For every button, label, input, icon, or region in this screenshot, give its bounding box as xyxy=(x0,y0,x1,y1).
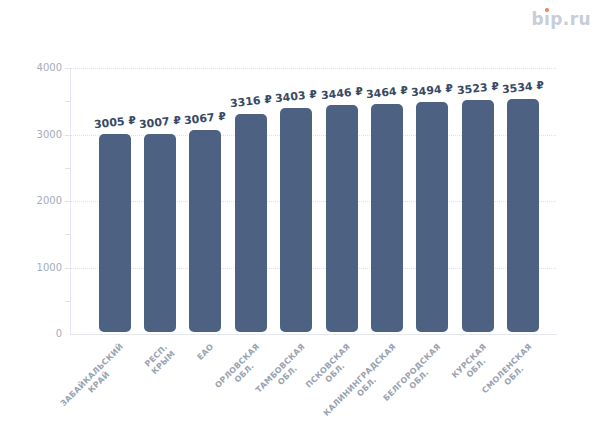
bip-ru-logo[interactable]: bıp.ru xyxy=(531,9,591,29)
plot-area: 3005 ₽3007 ₽3067 ₽3316 ₽3403 ₽3446 ₽3464… xyxy=(70,68,556,334)
bar-9[interactable] xyxy=(507,99,539,332)
y-axis-label-2000: 2000 xyxy=(18,195,62,206)
bar-3[interactable] xyxy=(235,114,267,333)
x-axis-label-0: ЗАБАЙКАЛЬСКИЙ КРАЙ xyxy=(59,342,134,417)
x-axis-label-1: РЕСП. КРЫМ xyxy=(143,342,179,378)
y-tick-2000 xyxy=(65,201,70,202)
y-tick-1500 xyxy=(65,234,70,235)
x-axis-label-2: ЕАО xyxy=(196,342,217,363)
y-tick-3500 xyxy=(65,101,70,102)
y-axis-label-3000: 3000 xyxy=(18,129,62,140)
y-axis-label-1000: 1000 xyxy=(18,262,62,273)
logo-i-dot xyxy=(545,8,549,12)
y-tick-2500 xyxy=(65,168,70,169)
logo-i-letter: ı xyxy=(544,9,550,29)
bar-2[interactable] xyxy=(189,130,221,332)
y-axis-label-4000: 4000 xyxy=(18,62,62,73)
bar-7[interactable] xyxy=(416,102,448,332)
bar-5[interactable] xyxy=(326,105,358,332)
x-axis-line xyxy=(70,334,557,335)
page: bıp.ru 3005 ₽3007 ₽3067 ₽3316 ₽3403 ₽344… xyxy=(0,0,600,427)
gridline-4000 xyxy=(70,68,556,69)
bar-6[interactable] xyxy=(371,104,403,332)
y-tick-4000 xyxy=(65,68,70,69)
bar-1[interactable] xyxy=(144,134,176,332)
y-tick-3000 xyxy=(65,135,70,136)
y-tick-1000 xyxy=(65,268,70,269)
bar-0[interactable] xyxy=(99,134,131,332)
bar-8[interactable] xyxy=(462,100,494,332)
bar-value-label-2: 3067 ₽ xyxy=(170,108,241,128)
y-axis-label-0: 0 xyxy=(18,328,62,339)
bar-4[interactable] xyxy=(280,108,312,332)
y-tick-500 xyxy=(65,301,70,302)
